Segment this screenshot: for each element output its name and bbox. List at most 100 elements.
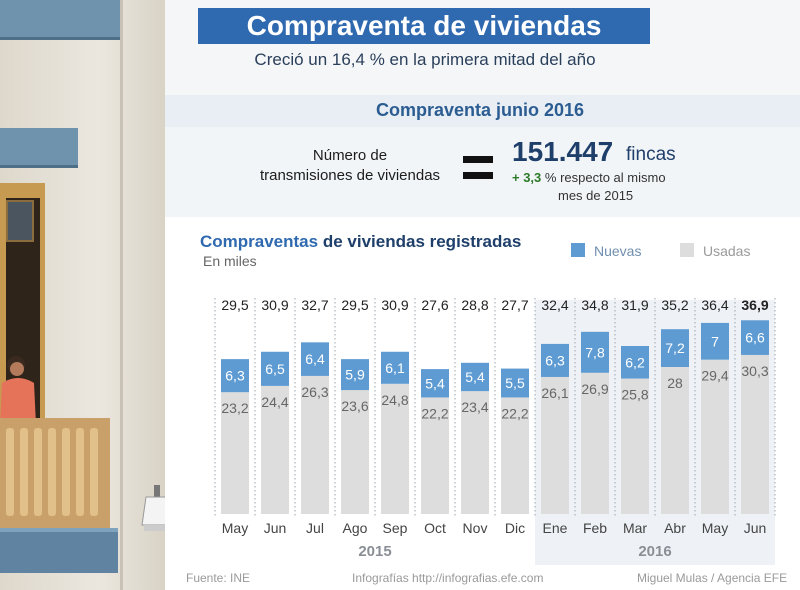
year-highlight-band xyxy=(535,300,775,565)
bar-total-label: 30,9 xyxy=(261,297,288,313)
page-title: Compraventa de viviendas xyxy=(198,8,650,44)
bar-usadas xyxy=(341,390,369,514)
bar-total-label: 32,4 xyxy=(541,297,568,313)
bar-label-nuevas: 6,6 xyxy=(745,330,765,346)
chart-title-part1: Compraventas xyxy=(200,232,319,251)
bar-nuevas xyxy=(541,343,569,377)
legend-swatch-nuevas xyxy=(571,243,585,257)
equals-icon xyxy=(463,156,493,180)
bar-usadas xyxy=(261,385,289,514)
bar-total-label: 29,5 xyxy=(221,297,248,313)
x-tick-label: Jun xyxy=(744,520,767,536)
bar-label-usadas: 29,4 xyxy=(701,368,728,384)
summary-change-text2: mes de 2015 xyxy=(558,188,634,203)
bar-nuevas xyxy=(261,351,289,386)
bar-usadas xyxy=(541,376,569,514)
bar-total-label: 34,8 xyxy=(581,297,608,313)
summary-label-line2: transmisiones de viviendas xyxy=(259,167,441,184)
bar-usadas xyxy=(421,397,449,514)
x-tick-label: Sep xyxy=(383,520,408,536)
legend-swatch-usadas xyxy=(680,243,694,257)
bar-usadas xyxy=(301,375,329,514)
year-label: 2015 xyxy=(358,543,391,560)
bar-total-label: 32,7 xyxy=(301,297,328,313)
bar-usadas xyxy=(581,372,609,514)
x-tick-label: Dic xyxy=(505,520,525,536)
bar-total-label: 27,7 xyxy=(501,297,528,313)
bar-total-label: 27,6 xyxy=(421,297,448,313)
x-tick-label: Nov xyxy=(463,520,488,536)
bar-label-nuevas: 5,4 xyxy=(465,369,485,385)
legend-label-usadas: Usadas xyxy=(703,243,751,259)
bar-total-label: 36,9 xyxy=(741,297,768,313)
summary-title: Compraventa junio 2016 xyxy=(375,100,585,120)
footer-web: Infografías http://infografias.efe.com xyxy=(352,571,544,585)
balcony-photo xyxy=(0,0,165,590)
bar-label-nuevas: 6,1 xyxy=(385,360,405,376)
bar-label-usadas: 26,9 xyxy=(581,381,608,397)
chart-unit-label: En miles xyxy=(203,253,257,269)
bar-label-usadas: 22,2 xyxy=(421,405,448,421)
bar-nuevas xyxy=(461,362,489,392)
bar-nuevas xyxy=(741,320,769,355)
summary-unit: fincas xyxy=(626,144,676,165)
bar-total-label: 30,9 xyxy=(381,297,408,313)
summary-change: + 3,3 % respecto al mismo xyxy=(512,170,666,185)
bar-nuevas xyxy=(221,359,249,393)
bar-label-nuevas: 7 xyxy=(711,333,719,349)
bar-label-usadas: 25,8 xyxy=(621,387,648,403)
bar-usadas xyxy=(221,392,249,514)
footer-source: Fuente: INE xyxy=(186,571,251,585)
bar-label-usadas: 24,8 xyxy=(381,392,408,408)
bar-usadas xyxy=(701,359,729,514)
bar-label-nuevas: 6,5 xyxy=(265,361,285,377)
bar-usadas xyxy=(381,383,409,514)
chart-title: Compraventas de viviendas registradas xyxy=(200,232,521,252)
bar-nuevas xyxy=(501,368,529,398)
bar-label-nuevas: 7,2 xyxy=(665,340,685,356)
x-tick-label: May xyxy=(702,520,728,536)
x-tick-label: Ene xyxy=(543,520,568,536)
bar-total-label: 36,4 xyxy=(701,297,728,313)
summary-change-value: + 3,3 xyxy=(512,170,542,185)
bar-nuevas xyxy=(381,351,409,384)
bar-label-nuevas: 5,5 xyxy=(505,375,525,391)
summary-value: 151.447 xyxy=(512,136,614,167)
bar-usadas xyxy=(461,391,489,514)
bar-label-usadas: 26,1 xyxy=(541,385,568,401)
bar-label-usadas: 24,4 xyxy=(261,394,288,410)
bar-label-nuevas: 6,4 xyxy=(305,351,325,367)
summary-label: Número de transmisiones de viviendas xyxy=(245,146,455,186)
bar-label-usadas: 28 xyxy=(667,375,683,391)
bar-label-nuevas: 7,8 xyxy=(585,344,605,360)
bar-total-label: 29,5 xyxy=(341,297,368,313)
bar-usadas xyxy=(741,354,769,514)
summary-change-text: % respecto al mismo xyxy=(544,170,666,185)
bar-total-label: 35,2 xyxy=(661,297,688,313)
bar-label-usadas: 23,6 xyxy=(341,398,368,414)
summary-label-line1: Número de xyxy=(312,147,388,164)
bar-usadas xyxy=(621,378,649,514)
chart-title-part2: de viviendas registradas xyxy=(322,232,522,251)
bar-nuevas xyxy=(661,329,689,367)
bar-nuevas xyxy=(581,331,609,373)
x-tick-label: Feb xyxy=(583,520,607,536)
bar-label-usadas: 23,2 xyxy=(221,400,248,416)
x-tick-label: Mar xyxy=(623,520,647,536)
year-label: 2016 xyxy=(638,543,671,560)
bar-usadas xyxy=(501,397,529,514)
bar-label-usadas: 22,2 xyxy=(501,405,528,421)
x-tick-label: Ago xyxy=(343,520,368,536)
bar-total-label: 28,8 xyxy=(461,297,488,313)
bar-nuevas xyxy=(701,322,729,360)
bar-label-nuevas: 6,2 xyxy=(625,354,645,370)
bar-nuevas xyxy=(301,342,329,376)
bar-total-label: 31,9 xyxy=(621,297,648,313)
bar-label-usadas: 30,3 xyxy=(741,363,768,379)
bar-nuevas xyxy=(341,359,369,391)
legend-label-nuevas: Nuevas xyxy=(594,243,642,259)
footer-author: Miguel Mulas / Agencia EFE xyxy=(637,571,788,585)
x-tick-label: Jul xyxy=(306,520,324,536)
page-subtitle: Creció un 16,4 % en la primera mitad del… xyxy=(254,50,596,69)
